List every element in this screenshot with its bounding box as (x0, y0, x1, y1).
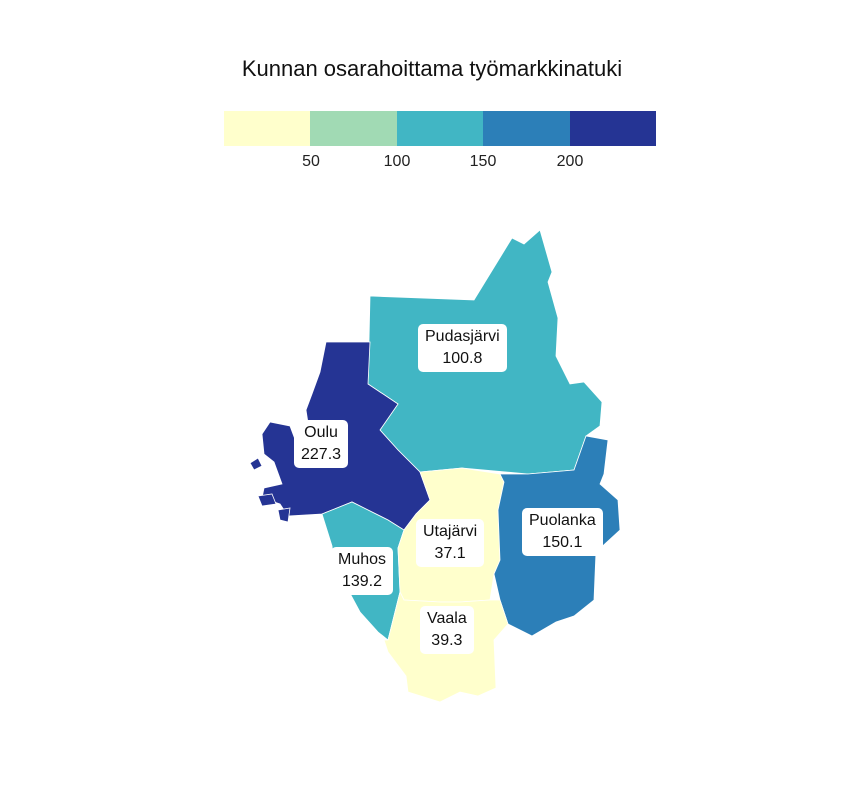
legend-swatch-5 (569, 111, 657, 146)
color-legend (224, 111, 657, 146)
label-vaala-value: 39.3 (431, 632, 463, 649)
region-oulu-island (257, 493, 277, 507)
label-oulu-name: Oulu (304, 424, 338, 441)
legend-tick-200: 200 (556, 153, 584, 170)
label-oulu-value: 227.3 (301, 446, 342, 463)
label-vaala: Vaala 39.3 (420, 606, 474, 654)
label-pudasjarvi-name: Pudasjärvi (425, 328, 500, 345)
label-puolanka-value: 150.1 (542, 534, 583, 551)
region-oulu-island (249, 457, 263, 471)
label-pudasjarvi-value: 100.8 (442, 350, 483, 367)
legend-tick-100: 100 (383, 153, 411, 170)
legend-tick-50: 50 (302, 153, 320, 170)
map-title: Kunnan osarahoittama työmarkkinatuki (241, 56, 623, 81)
label-puolanka-name: Puolanka (529, 512, 596, 529)
label-muhos-name: Muhos (338, 551, 387, 568)
label-oulu: Oulu 227.3 (294, 420, 349, 468)
label-puolanka: Puolanka 150.1 (522, 508, 603, 556)
label-muhos-value: 139.2 (341, 573, 383, 590)
label-utajarvi-name: Utajärvi (423, 523, 478, 540)
legend-swatch-3 (396, 111, 484, 146)
legend-swatch-1 (224, 111, 311, 146)
legend-tick-150: 150 (469, 153, 497, 170)
region-oulu-island (277, 507, 291, 523)
label-vaala-name: Vaala (427, 610, 467, 627)
label-utajarvi: Utajärvi 37.1 (416, 519, 485, 567)
legend-swatch-2 (310, 111, 397, 146)
label-pudasjarvi: Pudasjärvi 100.8 (418, 324, 507, 372)
label-muhos: Muhos 139.2 (331, 547, 394, 595)
legend-swatch-4 (483, 111, 570, 146)
label-utajarvi-value: 37.1 (434, 545, 466, 562)
